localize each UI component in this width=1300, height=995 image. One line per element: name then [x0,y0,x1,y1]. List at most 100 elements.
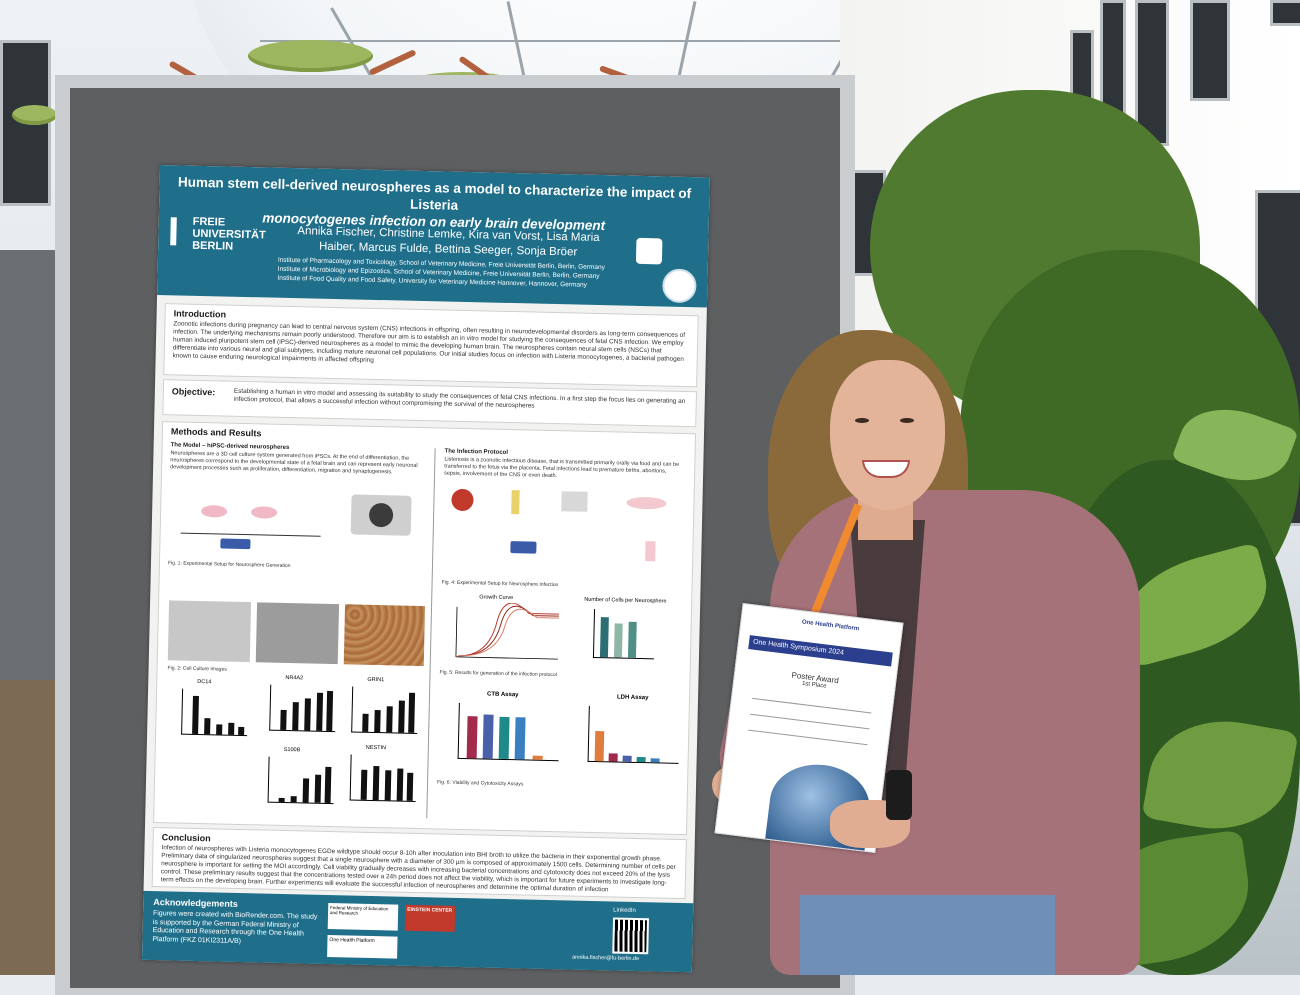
gene-label-dc14: DC14 [197,678,212,686]
certificate-logo: One Health Platform [801,619,860,633]
chart-bar [386,706,393,733]
fig5-caption: Fig. 5: Results for generation of the in… [439,669,557,679]
introduction-text: Zoonotic infections during pregnancy can… [172,320,686,364]
pendant-lamp [12,105,57,125]
acknowledgements-footer: Acknowledgements Figures were created wi… [141,890,694,973]
model-heading: The Model – hiPSC-derived neurospheres [170,442,290,452]
introduction-heading: Introduction [173,308,227,320]
university-logo-text: FREIE UNIVERSITÄT BERLIN [192,215,266,253]
cell-culture-image-b [255,602,340,665]
chart-bar [374,710,381,733]
gene-label-nestin: NESTIN [365,744,387,752]
chart-bar [278,797,285,802]
cell-culture-image-a [167,600,252,663]
chart-bar [398,700,405,733]
chart-bar [238,726,245,736]
bar-chart-grin1: GRIN1 [346,676,422,738]
chart-bar [608,753,618,762]
chart-bar [613,623,623,658]
chart-bar [324,766,332,804]
chart-bar [396,768,404,801]
chart-bar [314,774,322,803]
model-text: Neurospheres are a 3D cell culture syste… [170,450,418,476]
cells-per-neurosphere-chart: Number of Cells per Neurosphere [583,597,685,667]
pendant-lamp [248,40,373,72]
fig6-caption: Fig. 6: Viability and Cytotoxicity Assay… [436,779,524,788]
objective-heading: Objective: [171,386,216,398]
eye-icon [855,418,869,423]
protocol-text: Listeriosis is a zoonotic infectious dis… [444,456,680,480]
gene-label-s100b: S100B [283,746,301,754]
ctb-assay-chart: CTB Assay [445,691,567,774]
chart-bar [316,692,324,731]
chart-bar [192,695,199,735]
objective-section: Objective: Establishing a human in vitro… [162,379,698,428]
contact-email[interactable]: annika.fischer@fu-berlin.de [572,954,640,963]
chart-bar [594,731,605,762]
methods-results-section: Methods and Results The Model – hiPSC-de… [153,421,697,836]
conclusion-section: Conclusion Infection of neurospheres wit… [151,827,687,900]
chart-bar [326,690,334,732]
chart-bar [627,621,637,658]
chart-bar [406,772,414,801]
microscope-image [350,494,412,536]
ldh-assay-title: LDH Assay [616,694,649,702]
scientific-poster: Human stem cell-derived neurospheres as … [141,165,710,973]
infection-protocol-diagram [450,485,682,580]
adjacent-poster-board [0,250,55,680]
conclusion-heading: Conclusion [161,832,211,844]
gene-label-grin1: GRIN1 [367,676,385,684]
chart-bar [599,617,609,658]
ctb-assay-title: CTB Assay [487,691,519,699]
chart-bar [514,717,526,760]
acknowledgements-heading: Acknowledgements [153,897,238,909]
protocol-heading: The Infection Protocol [444,448,508,456]
institute-logo-icon [635,237,663,265]
methods-heading: Methods and Results [170,426,262,439]
growth-curve-chart: Growth Curve [448,594,570,665]
chart-bar [290,796,297,803]
smile-icon [862,460,910,478]
poster-affiliations: Institute of Pharmacology and Toxicology… [277,256,618,291]
chart-bar [636,756,646,763]
acknowledgements-text: Figures were created with BioRender.com.… [152,910,318,945]
fu-berlin-logo-icon [170,217,191,246]
qr-code-icon[interactable] [612,917,650,955]
growth-curve-plot [455,602,559,660]
chart-bar [304,698,311,731]
tiho-seal-icon [662,268,697,304]
window [1190,0,1230,101]
linkedin-label: LinkedIn [613,907,636,914]
conclusion-text: Infection of neurospheres with Listeria … [160,844,676,894]
bmbf-logo: Federal Ministry of Education and Resear… [327,903,399,931]
certificate-title: Poster Award 1st Place [754,666,875,696]
person-jeans [800,895,1055,975]
chart-bar [280,709,287,731]
chart-bar [228,722,235,735]
chart-bar [360,769,368,800]
chart-bar [302,778,310,803]
chart-bar [498,716,510,760]
cells-chart-title: Number of Cells per Neurosphere [584,596,667,605]
chart-bar [622,755,632,762]
bar-chart-nr4a2: NR4A2 [264,675,340,737]
certificate-banner: One Health Symposium 2024 [748,635,893,667]
chart-bar [292,702,299,731]
fig2-caption: Fig. 2: Cell Culture Images [167,665,227,673]
chart-bar [466,716,478,759]
chart-bar [216,724,223,735]
poster-header: Human stem cell-derived neurospheres as … [157,165,710,308]
one-health-platform-logo: One Health Platform [327,935,398,959]
person-face [830,360,945,510]
bar-chart-s100b: S100B [262,747,338,809]
dome-ring [260,40,960,42]
chart-bar [362,713,369,732]
chart-bar [372,765,380,801]
neurosphere-setup-diagram [180,493,322,566]
chart-bar [482,714,494,759]
cell-culture-image-c [343,604,426,667]
eye-icon [900,418,914,423]
floor [0,680,60,975]
ldh-assay-chart: LDH Assay [575,694,687,776]
chart-bar [408,692,416,733]
